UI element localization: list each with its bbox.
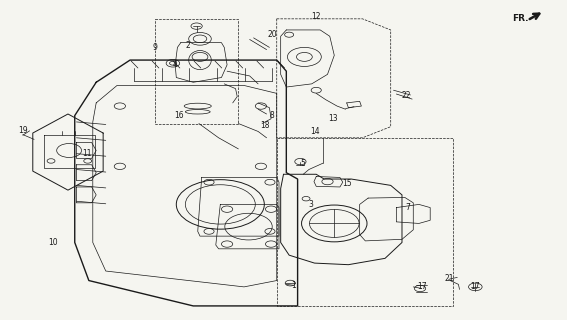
Text: 4: 4 [173,60,177,69]
Text: 9: 9 [153,43,157,52]
Text: 18: 18 [260,121,270,130]
Text: 1: 1 [291,281,296,290]
Text: 21: 21 [444,274,454,283]
Text: 11: 11 [82,149,92,158]
Text: 16: 16 [174,111,184,120]
Text: 14: 14 [310,127,320,136]
Text: 22: 22 [402,92,411,100]
Text: 17: 17 [471,282,480,292]
Text: 15: 15 [342,179,352,188]
Text: 19: 19 [18,126,28,135]
Text: 8: 8 [270,111,274,120]
Text: FR.: FR. [512,14,528,23]
Text: 3: 3 [308,200,313,209]
Text: 7: 7 [405,203,410,212]
Text: 17: 17 [417,282,426,292]
Text: 10: 10 [49,238,58,247]
Text: 13: 13 [328,114,337,123]
Bar [155,19,238,124]
Text: 5: 5 [301,159,305,168]
Text: 20: 20 [268,30,277,39]
Text: 12: 12 [311,12,321,21]
Text: 2: 2 [185,41,190,50]
Bar [277,138,453,306]
